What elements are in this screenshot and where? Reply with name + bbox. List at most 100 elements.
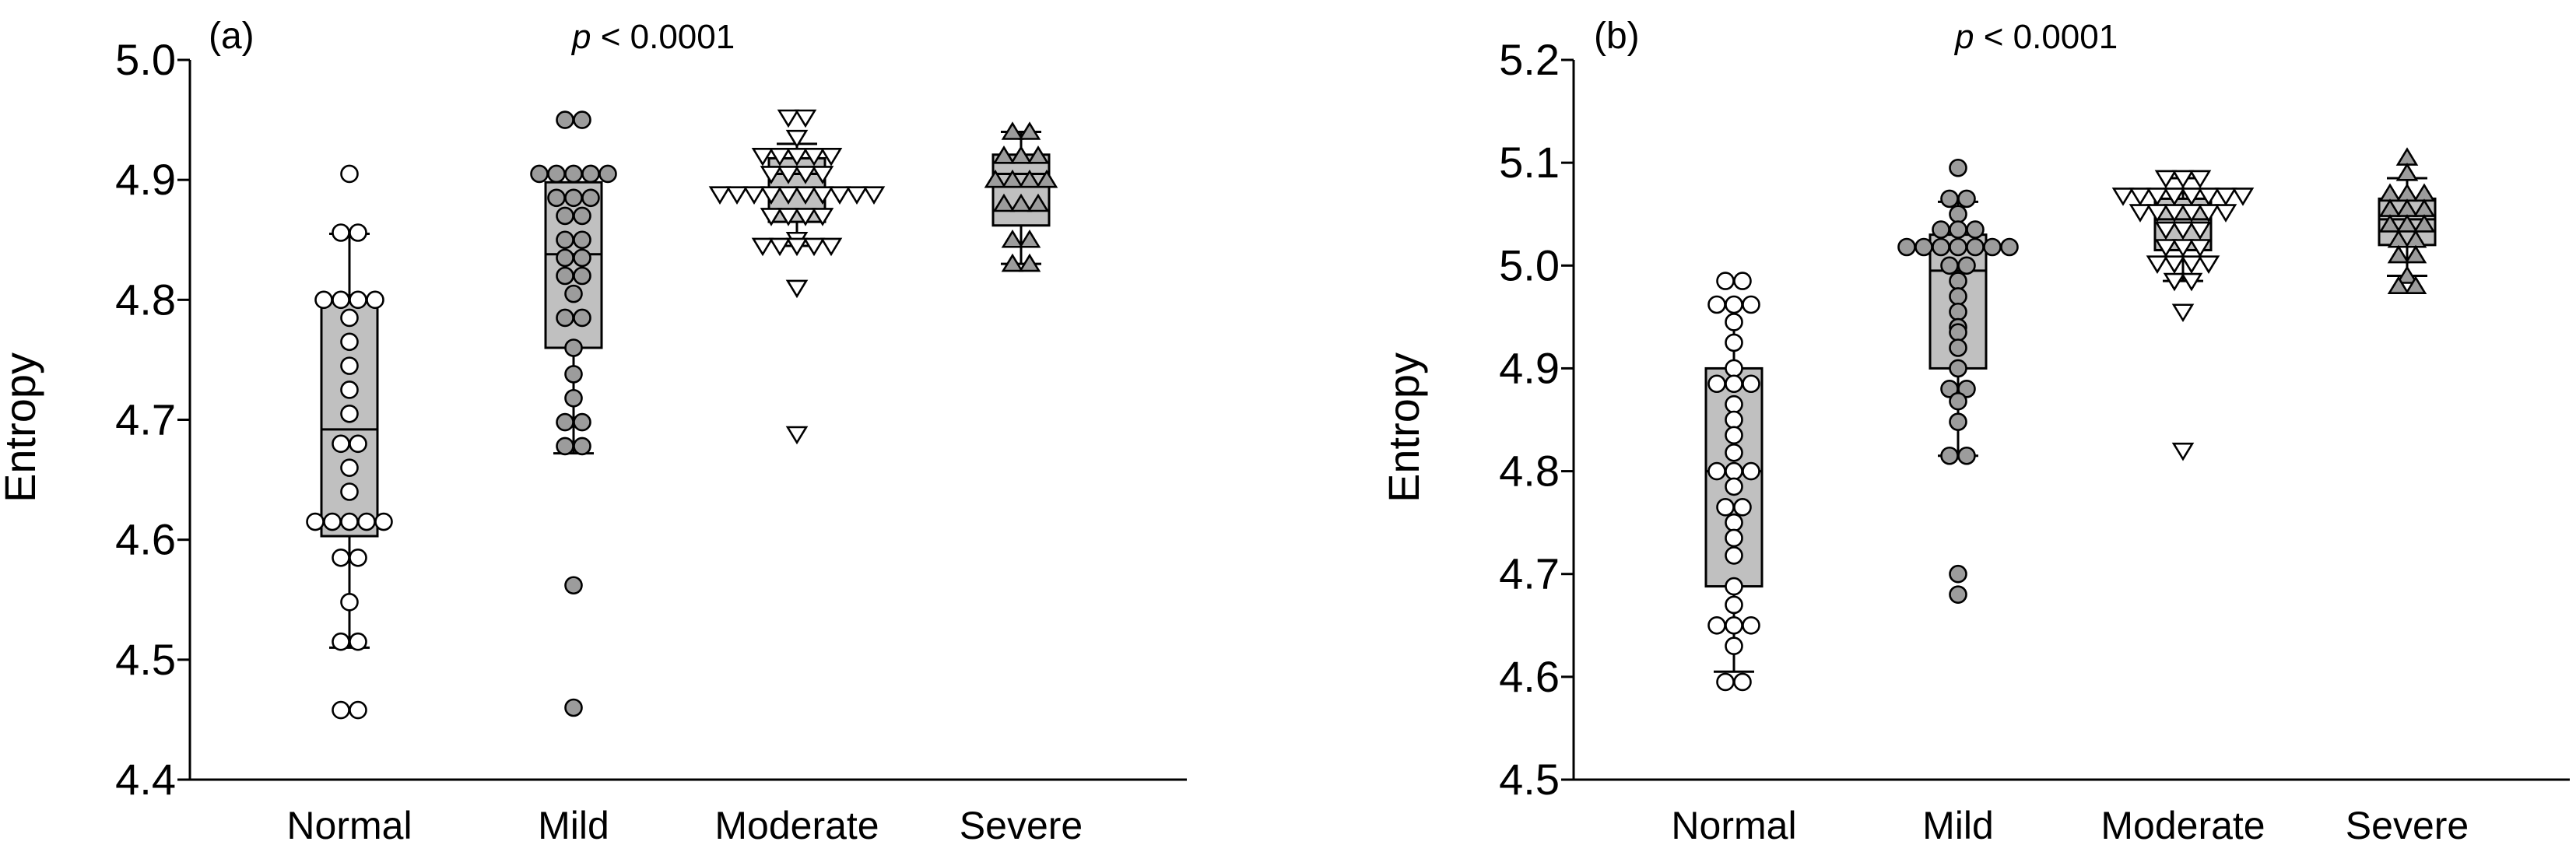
data-point bbox=[340, 356, 359, 375]
data-point bbox=[349, 548, 367, 567]
data-point bbox=[2111, 188, 2135, 206]
chart-panel-a: 4.4 4.5 4.6 4.7 4.8 4.9 5.0 Entropy (a) p < 0.000… bbox=[0, 16, 1187, 847]
y-tick-label: 5.1 bbox=[1499, 138, 1560, 187]
data-point bbox=[828, 186, 851, 205]
data-point bbox=[1949, 564, 1967, 584]
data-point bbox=[802, 237, 826, 257]
data-point bbox=[1725, 359, 1743, 378]
data-point bbox=[2404, 275, 2427, 295]
data-point bbox=[332, 632, 350, 651]
data-point bbox=[340, 404, 359, 423]
data-point bbox=[1009, 146, 1033, 164]
data-point bbox=[751, 237, 774, 257]
data-point bbox=[777, 109, 800, 128]
y-tick-label: 4.6 bbox=[1499, 652, 1560, 701]
y-tick-label: 5.2 bbox=[1499, 35, 1560, 84]
data-point bbox=[564, 338, 583, 357]
x-category-label: Mild bbox=[538, 804, 609, 847]
data-point bbox=[1897, 237, 1916, 257]
data-point bbox=[2180, 204, 2203, 223]
y-axis-title: Entropy bbox=[1379, 352, 1428, 503]
data-point bbox=[1733, 498, 1752, 517]
data-point bbox=[2171, 239, 2195, 258]
data-point bbox=[340, 164, 359, 184]
data-point bbox=[2129, 204, 2152, 223]
y-tick-label: 4.5 bbox=[115, 635, 176, 684]
data-point bbox=[2378, 183, 2402, 202]
data-point bbox=[1742, 374, 1760, 394]
data-point bbox=[340, 458, 359, 477]
data-point bbox=[332, 290, 350, 310]
data-point bbox=[2378, 214, 2402, 233]
data-point bbox=[564, 698, 583, 717]
data-point bbox=[1949, 158, 1967, 177]
data-point bbox=[1018, 121, 1041, 140]
data-point bbox=[785, 279, 809, 299]
data-point bbox=[573, 248, 591, 268]
data-point bbox=[581, 164, 600, 184]
data-point bbox=[1027, 146, 1050, 164]
data-point bbox=[547, 164, 566, 184]
data-point bbox=[2188, 239, 2212, 258]
data-point bbox=[564, 365, 583, 384]
data-point bbox=[2154, 239, 2178, 258]
data-point bbox=[1725, 333, 1743, 352]
p-value-text: < 0.0001 bbox=[1974, 18, 2118, 56]
p-value-text: < 0.0001 bbox=[591, 18, 735, 56]
data-point bbox=[1957, 380, 1976, 398]
data-point bbox=[1940, 256, 1959, 275]
y-tick-label: 4.4 bbox=[115, 755, 176, 804]
data-point bbox=[1932, 237, 1950, 257]
data-point bbox=[1725, 528, 1743, 548]
data-point bbox=[556, 230, 574, 250]
data-point bbox=[366, 290, 384, 310]
data-point bbox=[811, 186, 834, 205]
p-symbol: p bbox=[570, 18, 591, 56]
data-point bbox=[323, 512, 342, 531]
data-point bbox=[573, 308, 591, 328]
data-point bbox=[598, 164, 617, 184]
data-point bbox=[992, 146, 1016, 164]
data-point bbox=[1009, 193, 1033, 212]
chart-panel-b: 4.5 4.6 4.7 4.8 4.9 5.0 5.1 5.2 Entropy (b) p < 0.… bbox=[1379, 16, 2570, 847]
p-symbol: p bbox=[1953, 18, 1974, 56]
data-point bbox=[760, 186, 783, 205]
data-point bbox=[2180, 188, 2203, 206]
data-point bbox=[564, 164, 583, 184]
data-point bbox=[992, 193, 1016, 212]
y-tick-label: 4.8 bbox=[115, 275, 176, 324]
y-tick-label: 4.8 bbox=[1499, 447, 1560, 496]
data-point bbox=[2395, 163, 2419, 181]
data-point bbox=[1027, 193, 1050, 212]
data-point bbox=[1725, 615, 1743, 635]
data-point bbox=[2129, 188, 2152, 206]
data-point bbox=[1035, 169, 1058, 188]
data-point bbox=[1001, 229, 1024, 248]
data-point bbox=[1949, 338, 1967, 357]
data-point bbox=[2188, 170, 2212, 189]
data-point bbox=[1725, 461, 1743, 481]
data-point bbox=[564, 284, 583, 303]
data-point bbox=[1949, 205, 1967, 224]
data-point bbox=[1949, 585, 1967, 604]
data-point bbox=[2214, 204, 2237, 223]
x-category-label: Moderate bbox=[2100, 804, 2265, 847]
data-point bbox=[1725, 546, 1743, 565]
box-group-mild bbox=[1897, 158, 2019, 604]
box-iqr bbox=[544, 181, 603, 349]
data-point bbox=[794, 109, 817, 128]
y-tick-label: 5.0 bbox=[1499, 240, 1560, 289]
y-tick-label: 5.0 bbox=[115, 35, 176, 84]
data-point bbox=[340, 512, 359, 531]
x-category-label: Severe bbox=[2346, 804, 2469, 847]
data-point bbox=[1725, 394, 1743, 414]
data-point bbox=[1949, 302, 1967, 321]
data-point bbox=[573, 230, 591, 250]
data-point bbox=[708, 186, 732, 205]
data-point bbox=[2395, 265, 2419, 284]
data-point bbox=[349, 223, 367, 242]
p-value-annotation: p < 0.0001 bbox=[570, 18, 735, 56]
data-point bbox=[2180, 272, 2203, 292]
data-point bbox=[742, 186, 766, 205]
